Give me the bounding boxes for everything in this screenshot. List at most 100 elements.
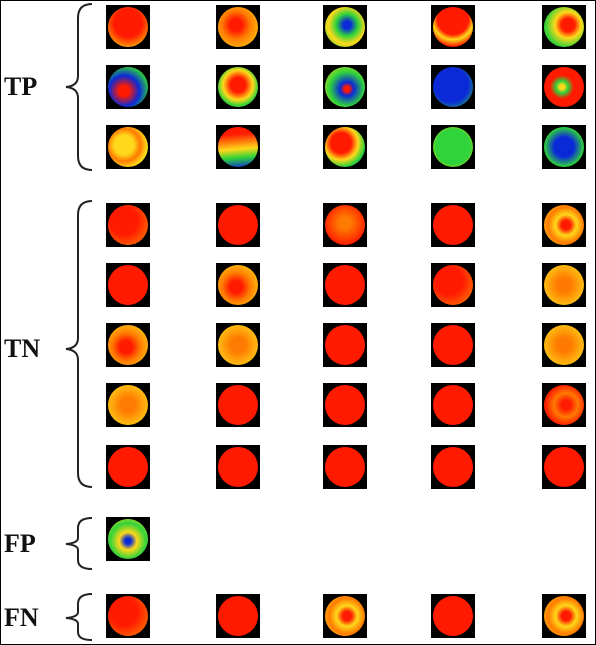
orientation-notch <box>542 203 552 213</box>
color-map-tile <box>216 323 260 367</box>
color-map-tile <box>323 594 367 638</box>
color-map-tile <box>431 263 475 307</box>
group-label-tp: TP <box>4 72 38 101</box>
orientation-notch <box>431 383 441 393</box>
color-map-tile <box>216 594 260 638</box>
color-map-tile <box>542 594 586 638</box>
color-map-tile <box>106 203 150 247</box>
brace-tn <box>65 200 93 488</box>
color-map-tile <box>106 517 150 561</box>
color-map-tile <box>216 125 260 169</box>
orientation-notch <box>216 125 226 135</box>
color-map-tile <box>431 5 475 49</box>
brace-fn <box>65 593 93 641</box>
orientation-notch <box>216 323 226 333</box>
color-map-tile <box>216 203 260 247</box>
color-map-tile <box>323 203 367 247</box>
color-map-tile <box>431 125 475 169</box>
orientation-notch <box>542 445 552 455</box>
orientation-notch <box>431 125 441 135</box>
orientation-notch <box>106 125 116 135</box>
color-map-tile <box>216 383 260 427</box>
orientation-notch <box>106 383 116 393</box>
orientation-notch <box>216 263 226 273</box>
color-map-tile <box>106 323 150 367</box>
color-map-tile <box>323 5 367 49</box>
color-map-tile <box>106 65 150 109</box>
orientation-notch <box>542 125 552 135</box>
orientation-notch <box>216 383 226 393</box>
orientation-notch <box>323 65 333 75</box>
orientation-notch <box>323 323 333 333</box>
color-map-tile <box>106 594 150 638</box>
orientation-notch <box>323 383 333 393</box>
orientation-notch <box>542 5 552 15</box>
color-map-tile <box>106 383 150 427</box>
orientation-notch <box>542 594 552 604</box>
color-map-tile <box>542 263 586 307</box>
orientation-notch <box>106 445 116 455</box>
orientation-notch <box>542 263 552 273</box>
color-map-tile <box>542 323 586 367</box>
orientation-notch <box>216 65 226 75</box>
orientation-notch <box>431 323 441 333</box>
color-map-tile <box>431 323 475 367</box>
orientation-notch <box>216 445 226 455</box>
color-map-tile <box>542 203 586 247</box>
color-map-tile <box>431 445 475 489</box>
orientation-notch <box>431 5 441 15</box>
orientation-notch <box>323 5 333 15</box>
color-map-tile <box>431 594 475 638</box>
orientation-notch <box>216 594 226 604</box>
orientation-notch <box>106 263 116 273</box>
color-map-tile <box>106 5 150 49</box>
orientation-notch <box>106 323 116 333</box>
color-map-tile <box>106 125 150 169</box>
orientation-notch <box>106 517 116 527</box>
orientation-notch <box>431 65 441 75</box>
orientation-notch <box>542 383 552 393</box>
color-map-tile <box>542 383 586 427</box>
group-label-fp: FP <box>4 529 36 558</box>
orientation-notch <box>542 65 552 75</box>
orientation-notch <box>106 594 116 604</box>
color-map-tile <box>323 125 367 169</box>
color-map-tile <box>542 445 586 489</box>
orientation-notch <box>216 203 226 213</box>
color-map-tile <box>542 125 586 169</box>
group-label-fn: FN <box>4 603 39 632</box>
color-map-tile <box>323 263 367 307</box>
color-map-tile <box>431 203 475 247</box>
orientation-notch <box>323 263 333 273</box>
color-map-tile <box>106 263 150 307</box>
color-map-tile <box>542 65 586 109</box>
orientation-notch <box>431 594 441 604</box>
orientation-notch <box>106 5 116 15</box>
orientation-notch <box>216 5 226 15</box>
brace-fp <box>65 517 93 570</box>
color-map-tile <box>323 323 367 367</box>
orientation-notch <box>323 445 333 455</box>
color-map-tile <box>431 383 475 427</box>
color-map-tile <box>323 65 367 109</box>
color-map-tile <box>106 445 150 489</box>
orientation-notch <box>431 263 441 273</box>
orientation-notch <box>323 203 333 213</box>
color-map-tile <box>323 383 367 427</box>
group-label-tn: TN <box>4 334 41 363</box>
color-map-tile <box>216 65 260 109</box>
color-map-tile <box>216 5 260 49</box>
brace-tp <box>65 3 93 171</box>
orientation-notch <box>323 125 333 135</box>
orientation-notch <box>431 445 441 455</box>
orientation-notch <box>431 203 441 213</box>
color-map-tile <box>323 445 367 489</box>
orientation-notch <box>542 323 552 333</box>
color-map-tile <box>216 263 260 307</box>
color-map-tile <box>216 445 260 489</box>
color-map-tile <box>431 65 475 109</box>
orientation-notch <box>323 594 333 604</box>
color-map-tile <box>542 5 586 49</box>
orientation-notch <box>106 203 116 213</box>
